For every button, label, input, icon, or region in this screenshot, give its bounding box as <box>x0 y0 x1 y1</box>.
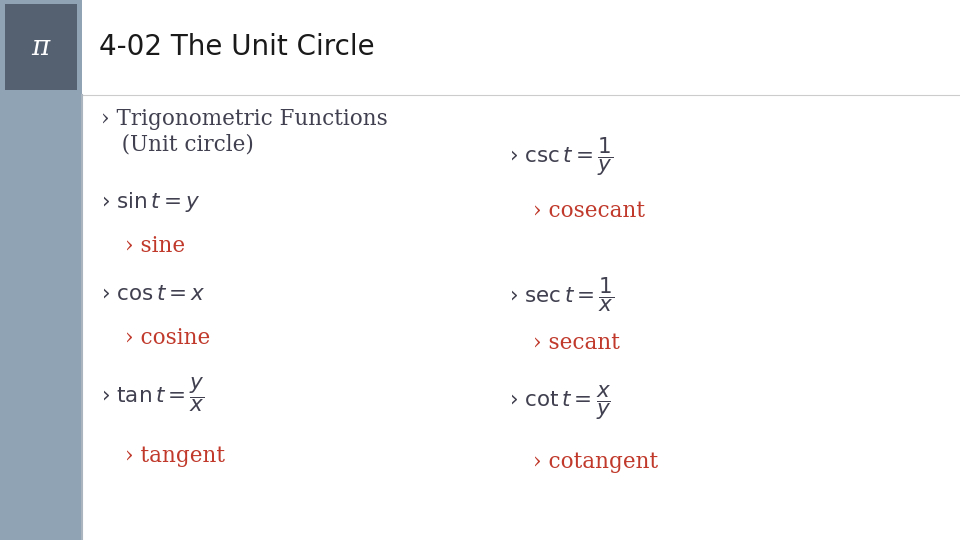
Text: › $\cot t = \dfrac{x}{y}$: › $\cot t = \dfrac{x}{y}$ <box>509 383 611 422</box>
Text: › sine: › sine <box>125 235 185 256</box>
Text: › Trigonometric Functions
   (Unit circle): › Trigonometric Functions (Unit circle) <box>101 108 388 156</box>
Text: › tangent: › tangent <box>125 446 225 467</box>
Text: › cotangent: › cotangent <box>533 451 658 472</box>
Text: › $\cos t = x$: › $\cos t = x$ <box>101 284 205 305</box>
Text: › cosine: › cosine <box>125 327 210 348</box>
Text: › $\sin t = y$: › $\sin t = y$ <box>101 191 201 214</box>
FancyBboxPatch shape <box>82 94 960 540</box>
FancyBboxPatch shape <box>5 4 77 90</box>
Text: › secant: › secant <box>533 332 619 354</box>
FancyBboxPatch shape <box>0 0 82 540</box>
Text: › $\csc t = \dfrac{1}{y}$: › $\csc t = \dfrac{1}{y}$ <box>509 135 613 178</box>
Text: π: π <box>32 33 50 60</box>
Text: › cosecant: › cosecant <box>533 200 645 221</box>
Text: › $\sec t = \dfrac{1}{x}$: › $\sec t = \dfrac{1}{x}$ <box>509 275 614 314</box>
Text: 4-02 The Unit Circle: 4-02 The Unit Circle <box>99 33 374 61</box>
FancyBboxPatch shape <box>82 0 960 94</box>
Text: › $\tan t = \dfrac{y}{x}$: › $\tan t = \dfrac{y}{x}$ <box>101 375 204 414</box>
